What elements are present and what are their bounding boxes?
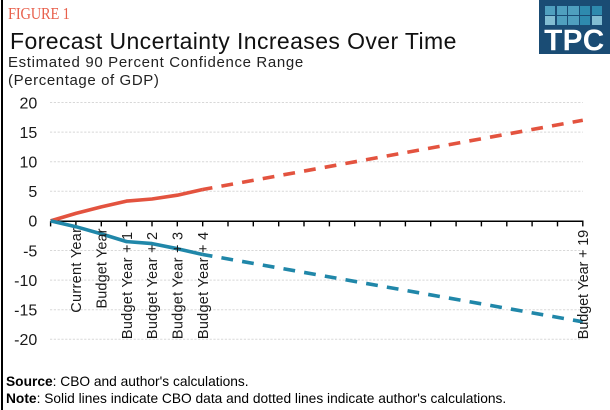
- svg-text:Budget Year + 3: Budget Year + 3: [171, 232, 187, 339]
- svg-text:-20: -20: [14, 332, 37, 349]
- svg-text:Budget Year + 2: Budget Year + 2: [145, 232, 161, 339]
- svg-text:Current Year: Current Year: [69, 228, 85, 313]
- svg-text:15: 15: [20, 125, 38, 142]
- svg-text:Budget Year + 1: Budget Year + 1: [120, 232, 136, 339]
- svg-text:20: 20: [20, 95, 38, 112]
- svg-text:Budget Year + 4: Budget Year + 4: [196, 232, 212, 339]
- svg-text:5: 5: [28, 184, 37, 201]
- svg-text:0: 0: [28, 214, 37, 231]
- svg-text:-5: -5: [23, 243, 37, 260]
- svg-text:Budget Year: Budget Year: [95, 228, 111, 308]
- svg-text:-15: -15: [14, 303, 37, 320]
- svg-text:Budget Year + 19: Budget Year + 19: [576, 230, 592, 339]
- svg-text:-10: -10: [14, 273, 37, 290]
- svg-text:10: 10: [20, 155, 38, 172]
